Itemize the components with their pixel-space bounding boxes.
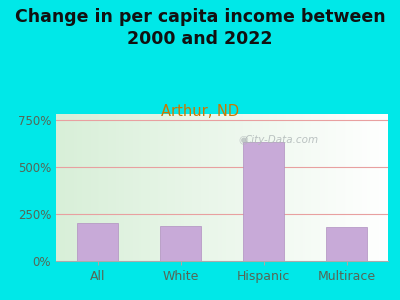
Bar <box>160 226 201 261</box>
Text: City-Data.com: City-Data.com <box>245 136 319 146</box>
Bar <box>243 142 284 261</box>
Bar <box>326 226 367 261</box>
Bar <box>77 223 118 261</box>
Text: Change in per capita income between
2000 and 2022: Change in per capita income between 2000… <box>15 8 385 48</box>
Text: Arthur, ND: Arthur, ND <box>161 103 239 118</box>
Text: ◉: ◉ <box>239 136 248 146</box>
